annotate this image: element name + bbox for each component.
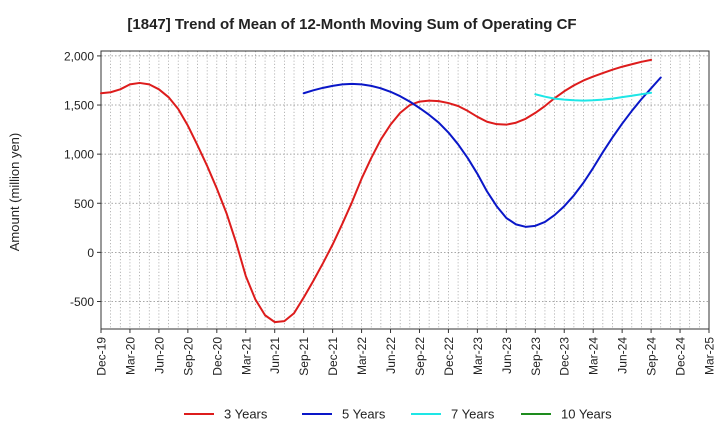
x-tick-label: Jun-20 — [152, 337, 166, 374]
chart-title: [1847] Trend of Mean of 12-Month Moving … — [127, 16, 576, 33]
series-line-7-years — [534, 91, 653, 102]
x-tick-label: Jun-23 — [500, 337, 514, 374]
grid-layer — [101, 51, 709, 329]
x-tick-label: Sep-23 — [529, 337, 543, 376]
x-tick-label: Dec-24 — [674, 337, 688, 376]
x-tick-label: Mar-24 — [587, 337, 601, 375]
y-tick-label: 2,000 — [64, 49, 94, 63]
x-tick-label: Sep-24 — [645, 337, 659, 376]
y-tick-label: 1,000 — [64, 148, 94, 162]
series-layer — [100, 58, 662, 324]
x-tick-label: Mar-21 — [239, 337, 253, 375]
x-tick-label: Mar-20 — [123, 337, 137, 375]
x-tick-label: Mar-25 — [703, 337, 717, 375]
x-tick-label: Dec-20 — [210, 337, 224, 376]
legend-label-3-years: 3 Years — [224, 407, 268, 422]
x-tick-label: Jun-22 — [384, 337, 398, 374]
x-tick-label: Sep-20 — [181, 337, 195, 376]
legend: 3 Years 5 Years 7 Years 10 Years — [184, 407, 612, 422]
x-tick-label: Jun-24 — [616, 337, 630, 374]
legend-label-5-years: 5 Years — [342, 407, 386, 422]
legend-label-7-years: 7 Years — [451, 407, 495, 422]
y-tick-label: 500 — [74, 197, 94, 211]
series-line-5-years — [302, 76, 662, 228]
x-tick-label: Dec-23 — [558, 337, 572, 376]
x-tick-label: Mar-22 — [355, 337, 369, 375]
y-axis-label: Amount (million yen) — [7, 133, 22, 252]
x-tick-label: Sep-21 — [297, 337, 311, 376]
y-tick-label: -500 — [70, 295, 94, 309]
x-tick-label: Mar-23 — [471, 337, 485, 375]
y-tick-labels: 2,000 1,500 1,000 500 0 -500 — [64, 49, 101, 309]
x-tick-label: Dec-19 — [95, 337, 109, 376]
x-tick-labels: Dec-19 Mar-20 Jun-20 Sep-20 Dec-20 Mar-21 Jun-… — [95, 329, 717, 376]
x-tick-label: Dec-21 — [326, 337, 340, 376]
series-line-3-years — [100, 58, 653, 324]
y-tick-label: 1,500 — [64, 99, 94, 113]
x-tick-label: Sep-22 — [413, 337, 427, 376]
x-tick-label: Jun-21 — [268, 337, 282, 374]
x-tick-label: Dec-22 — [442, 337, 456, 376]
y-tick-label: 0 — [87, 246, 94, 260]
plot-frame — [100, 50, 710, 330]
legend-label-10-years: 10 Years — [561, 407, 612, 422]
